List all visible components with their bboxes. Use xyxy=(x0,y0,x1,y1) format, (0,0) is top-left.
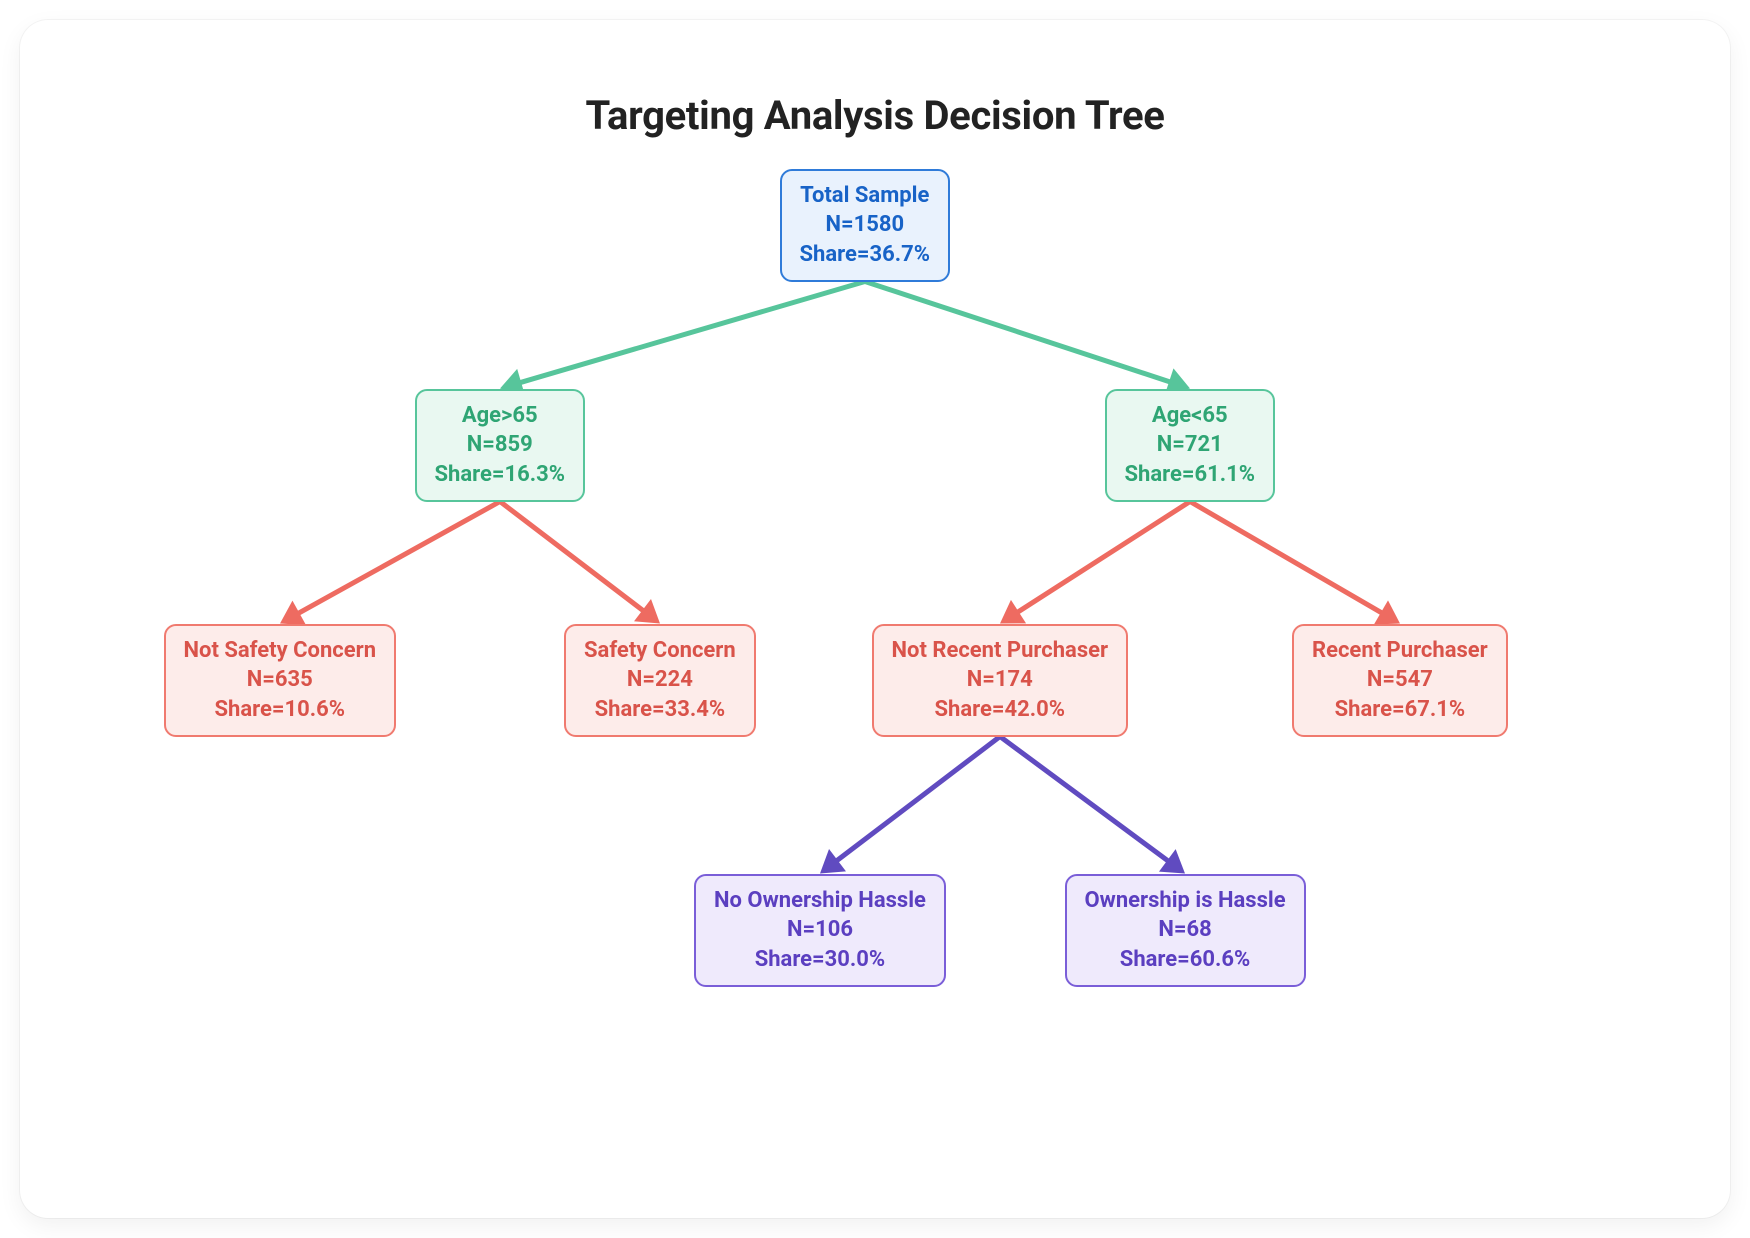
node-line: Share=60.6% xyxy=(1085,945,1286,975)
tree-node-age_gt65: Age>65N=859Share=16.3% xyxy=(415,389,586,502)
card-container: Targeting Analysis Decision Tree Total S… xyxy=(20,20,1730,1218)
node-line: N=174 xyxy=(892,665,1109,695)
edge-not_recent-no_hassle xyxy=(838,737,1000,861)
node-line: N=224 xyxy=(584,665,736,695)
node-line: N=1580 xyxy=(800,210,931,240)
edge-age_gt65-safety xyxy=(500,502,643,611)
edge-arrow-age_gt65-safety xyxy=(634,599,660,623)
tree-node-root: Total SampleN=1580Share=36.7% xyxy=(780,169,951,282)
tree-node-safety: Safety ConcernN=224Share=33.4% xyxy=(564,624,756,737)
edge-arrow-not_recent-hassle xyxy=(1159,849,1185,873)
node-line: Not Safety Concern xyxy=(184,636,377,666)
edge-arrow-not_recent-no_hassle xyxy=(820,849,846,873)
edge-age_lt65-not_recent xyxy=(1019,502,1190,612)
tree-node-not_safety: Not Safety ConcernN=635Share=10.6% xyxy=(164,624,397,737)
node-line: Share=16.3% xyxy=(435,460,566,490)
node-line: Age<65 xyxy=(1125,401,1256,431)
edge-root-age_gt65 xyxy=(521,282,865,383)
node-line: Age>65 xyxy=(435,401,566,431)
node-line: Share=33.4% xyxy=(584,695,736,725)
tree-node-age_lt65: Age<65N=721Share=61.1% xyxy=(1105,389,1276,502)
tree-node-no_hassle: No Ownership HassleN=106Share=30.0% xyxy=(694,874,946,987)
node-line: N=635 xyxy=(184,665,377,695)
node-line: Share=42.0% xyxy=(892,695,1109,725)
node-line: Total Sample xyxy=(800,181,931,211)
node-line: Safety Concern xyxy=(584,636,736,666)
edge-age_gt65-not_safety xyxy=(299,502,500,613)
node-line: Recent Purchaser xyxy=(1312,636,1488,666)
node-line: N=547 xyxy=(1312,665,1488,695)
tree-node-recent: Recent PurchaserN=547Share=67.1% xyxy=(1292,624,1508,737)
node-line: N=859 xyxy=(435,430,566,460)
edge-age_lt65-recent xyxy=(1190,502,1381,613)
node-line: Share=67.1% xyxy=(1312,695,1488,725)
node-line: Share=61.1% xyxy=(1125,460,1256,490)
node-line: Not Recent Purchaser xyxy=(892,636,1109,666)
node-line: Share=36.7% xyxy=(800,240,931,270)
edge-not_recent-hassle xyxy=(1000,737,1167,861)
node-line: Share=30.0% xyxy=(714,945,926,975)
node-line: N=68 xyxy=(1085,915,1286,945)
node-line: N=106 xyxy=(714,915,926,945)
node-line: Share=10.6% xyxy=(184,695,377,725)
node-line: No Ownership Hassle xyxy=(714,886,926,916)
tree-node-not_recent: Not Recent PurchaserN=174Share=42.0% xyxy=(872,624,1129,737)
tree-node-hassle: Ownership is HassleN=68Share=60.6% xyxy=(1065,874,1306,987)
node-line: N=721 xyxy=(1125,430,1256,460)
edge-root-age_lt65 xyxy=(865,282,1169,382)
node-line: Ownership is Hassle xyxy=(1085,886,1286,916)
